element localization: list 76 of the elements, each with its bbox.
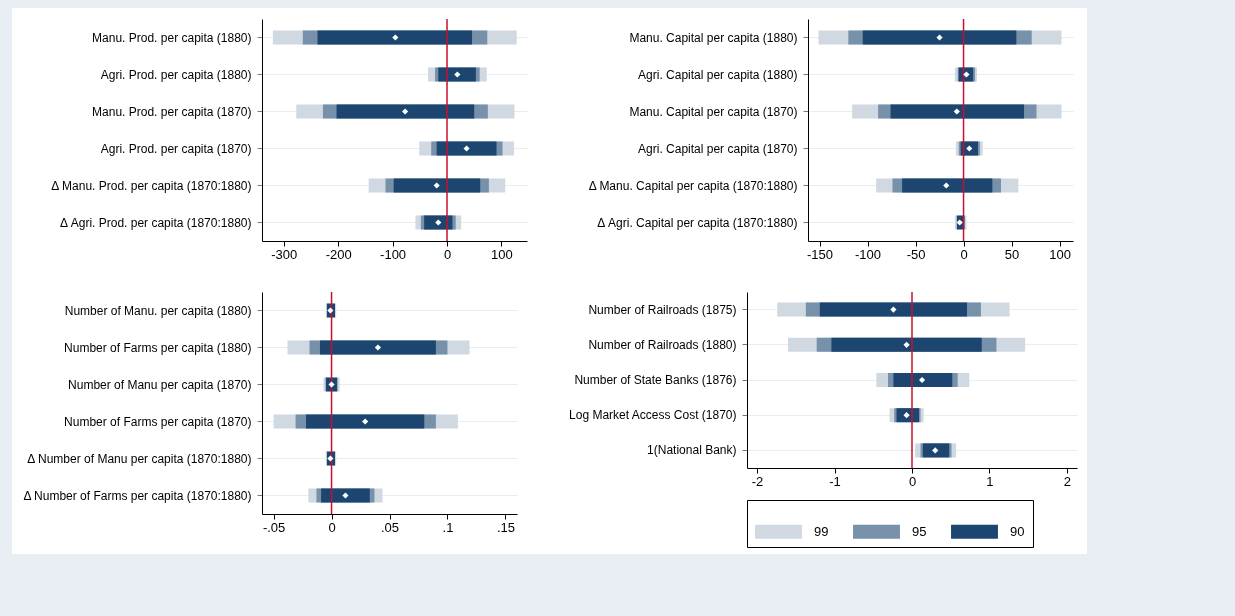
x-tick-label: 100 xyxy=(1049,246,1071,262)
x-tick-label: 1 xyxy=(986,473,994,489)
point xyxy=(374,344,381,351)
x-tick-label: -300 xyxy=(271,246,298,262)
point xyxy=(402,108,409,115)
y-tick-label: Agri. Capital per capita (1870) xyxy=(638,141,798,156)
x-tick-label: 2 xyxy=(1063,473,1072,489)
x-tick-label: .15 xyxy=(496,519,515,535)
y-tick-label: Agri. Capital per capita (1880) xyxy=(638,67,798,82)
y-tick-label: Number of Manu. per capita (1880) xyxy=(64,303,252,318)
point xyxy=(953,108,960,115)
y-tick-label: Agri. Prod. per capita (1880) xyxy=(100,67,252,82)
point xyxy=(890,306,897,313)
x-tick-label: .1 xyxy=(442,519,454,535)
x-tick-label: .05 xyxy=(380,519,400,535)
point xyxy=(463,145,470,152)
y-tick-label: Manu. Prod. per capita (1870) xyxy=(92,104,252,119)
y-tick-label: Number of Farms per capita (1870) xyxy=(64,414,252,429)
bar xyxy=(436,141,497,156)
y-tick-label: Δ Number of Manu per capita (1870:1880) xyxy=(27,451,252,466)
x-tick-label: -1 xyxy=(829,473,841,489)
bar xyxy=(393,178,481,193)
x-tick-label: -200 xyxy=(325,246,352,262)
bar xyxy=(336,104,475,119)
x-tick-label: 0 xyxy=(328,519,336,535)
y-tick-label: Number of Railroads (1880) xyxy=(588,337,737,352)
bar xyxy=(862,30,1017,45)
y-tick-label: Δ Agri. Prod. per capita (1870:1880) xyxy=(60,215,252,230)
point xyxy=(936,34,943,41)
point xyxy=(435,219,442,226)
point xyxy=(433,182,440,189)
point xyxy=(392,34,399,41)
y-tick-label: Δ Agri. Capital per capita (1870:1880) xyxy=(597,215,798,230)
x-tick-label: 0 xyxy=(908,473,917,489)
x-tick-label: -2 xyxy=(751,473,764,489)
bar xyxy=(317,30,473,45)
x-tick-label: 50 xyxy=(1004,246,1020,262)
x-tick-label: 0 xyxy=(960,246,968,262)
y-tick-label: Log Market Access Cost (1870) xyxy=(569,408,737,423)
legend-label: 99 xyxy=(814,523,829,539)
x-tick-label: 0 xyxy=(443,246,452,262)
bar xyxy=(890,104,1025,119)
point xyxy=(903,341,910,348)
x-tick-label: -100 xyxy=(855,246,882,262)
y-tick-label: 1(National Bank) xyxy=(647,443,737,458)
legend-label: 95 xyxy=(912,523,927,539)
y-tick-label: Number of State Banks (1876) xyxy=(574,373,737,387)
bar xyxy=(819,302,967,317)
point xyxy=(454,71,461,78)
y-tick-label: Number of Manu per capita (1870) xyxy=(68,377,252,392)
bar xyxy=(438,67,476,82)
x-tick-label: 100 xyxy=(491,246,513,262)
point xyxy=(342,492,349,499)
x-tick-label: -50 xyxy=(906,246,926,262)
y-tick-label: Manu. Prod. per capita (1880) xyxy=(92,30,252,45)
point xyxy=(918,376,926,384)
bar xyxy=(306,414,425,429)
y-tick-label: Manu. Capital per capita (1880) xyxy=(629,30,798,45)
x-tick-label: -150 xyxy=(807,246,834,262)
legend-label: 90 xyxy=(1010,523,1025,539)
bar xyxy=(321,488,370,503)
y-tick-label: Δ Manu. Capital per capita (1870:1880) xyxy=(588,178,798,193)
bar xyxy=(893,373,953,387)
bar xyxy=(319,340,436,355)
point xyxy=(943,182,950,189)
y-tick-label: Δ Manu. Prod. per capita (1870:1880) xyxy=(51,178,252,193)
bar xyxy=(902,178,993,193)
y-tick-label: Number of Farms per capita (1880) xyxy=(64,340,252,355)
point xyxy=(362,418,369,425)
y-tick-label: Number of Railroads (1875) xyxy=(588,302,737,317)
y-tick-label: Agri. Prod. per capita (1870) xyxy=(100,141,252,156)
x-tick-label: -100 xyxy=(380,246,407,262)
y-tick-label: Δ Number of Farms per capita (1870:1880) xyxy=(23,488,252,503)
x-tick-label: -.05 xyxy=(262,519,286,535)
y-tick-label: Manu. Capital per capita (1870) xyxy=(629,104,798,119)
bar xyxy=(831,337,982,352)
